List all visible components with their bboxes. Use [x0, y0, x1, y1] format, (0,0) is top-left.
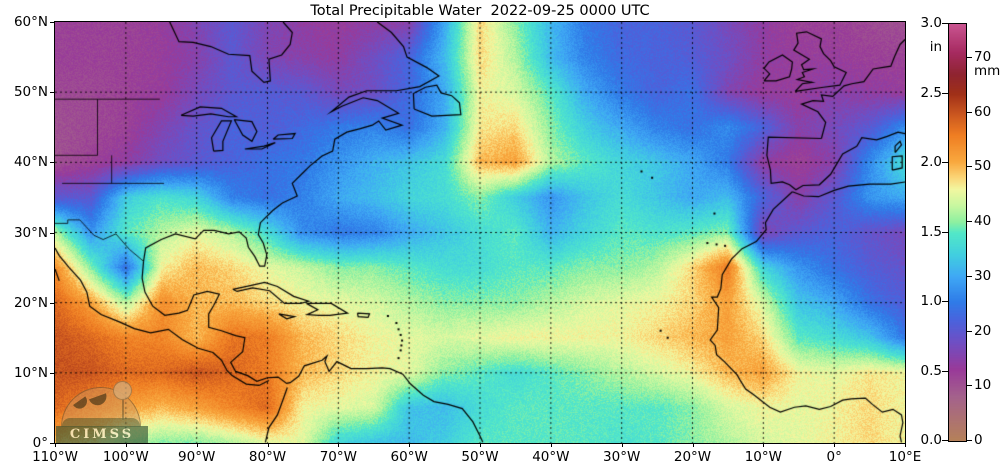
axis-tick	[50, 22, 54, 23]
axis-tick	[409, 443, 411, 447]
axis-tick	[621, 443, 623, 447]
axis-tick	[338, 443, 340, 447]
colorbar-mm-tick-label: 50	[974, 158, 992, 175]
colorbar-tick	[942, 231, 948, 233]
axis-tick	[905, 443, 906, 447]
satellite-dish-icon	[89, 393, 109, 408]
colorbar-inch-tick-label: 3.0	[920, 15, 942, 31]
colorbar-tick	[942, 301, 948, 302]
axis-tick	[125, 443, 127, 447]
colorbar-tick	[942, 370, 948, 372]
satellite-mast-icon	[122, 398, 124, 420]
axis-tick	[763, 443, 765, 447]
axis-tick	[50, 443, 54, 444]
axis-tick	[550, 443, 552, 447]
cimss-logo: CIMSS	[56, 381, 148, 443]
colorbar-tick	[966, 56, 972, 58]
lon-tick-label: 70°W	[319, 449, 357, 465]
satellite-dish-icon	[73, 396, 90, 412]
axis-tick	[50, 162, 54, 164]
colorbar-mm-tick-label: 60	[974, 103, 992, 120]
colorbar-tick	[966, 440, 972, 441]
colorbar-gradient	[948, 23, 967, 442]
lat-tick-label: 10°N	[13, 364, 48, 381]
colorbar-inch-tick-label: 1.5	[920, 223, 942, 240]
colorbar-tick	[942, 440, 948, 441]
axis-tick	[267, 443, 269, 447]
lon-tick-label: 100°W	[102, 449, 149, 465]
colorbar-mm-tick-label: 0	[974, 432, 983, 448]
axis-tick	[834, 443, 836, 447]
colorbar-tick	[942, 23, 948, 24]
colorbar-tick	[966, 166, 972, 168]
lon-tick-label: 30°W	[603, 449, 641, 465]
satellite-ball-icon	[113, 381, 132, 400]
lat-tick-label: 40°N	[13, 154, 48, 171]
colorbar-inch-tick-label: 2.5	[920, 84, 942, 101]
axis-tick	[50, 302, 54, 304]
lon-tick-label: 60°W	[390, 449, 428, 465]
axis-tick	[692, 443, 694, 447]
lon-tick-label: 50°W	[461, 449, 499, 465]
colorbar-inch-unit: in	[929, 39, 942, 55]
axis-tick	[196, 443, 198, 447]
colorbar-tick	[966, 330, 972, 332]
figure-title: Total Precipitable Water 2022-09-25 0000…	[310, 3, 650, 19]
cimss-logo-text: CIMSS	[69, 427, 135, 442]
lat-tick-label: 0°	[32, 435, 48, 451]
lat-tick-label: 60°N	[13, 14, 48, 30]
axis-tick	[480, 443, 481, 447]
axis-tick	[50, 92, 54, 94]
lat-tick-label: 20°N	[13, 294, 48, 311]
colorbar-inch-tick-label: 2.0	[920, 154, 942, 170]
lon-tick-label: 20°W	[673, 449, 712, 465]
axis-tick	[55, 443, 56, 447]
colorbar-mm-unit: mm	[974, 63, 1000, 79]
lon-tick-label: 110°W	[32, 449, 78, 465]
lat-tick-label: 30°N	[13, 224, 48, 241]
tpw-map-canvas	[54, 21, 906, 444]
colorbar-inch-tick-label: 0.0	[920, 432, 942, 448]
colorbar-inch-tick-label: 0.5	[920, 362, 942, 379]
colorbar-mm-tick-label: 70	[974, 48, 992, 65]
lon-tick-label: 90°W	[178, 449, 216, 465]
cimss-logo-band: CIMSS	[56, 426, 148, 443]
colorbar-tick	[966, 385, 972, 387]
colorbar-tick	[966, 275, 972, 277]
lon-tick-label: 10°W	[744, 449, 782, 465]
colorbar-mm-tick-label: 10	[974, 377, 992, 394]
lon-tick-label: 80°W	[248, 449, 287, 465]
colorbar-tick	[966, 221, 972, 223]
axis-tick	[50, 372, 54, 374]
colorbar-tick	[942, 162, 948, 163]
colorbar-tick	[966, 111, 972, 113]
colorbar-mm-tick-label: 30	[974, 267, 992, 284]
lat-tick-label: 50°N	[13, 84, 48, 101]
colorbar-tick	[942, 92, 948, 94]
colorbar-mm-tick-label: 40	[974, 213, 992, 230]
colorbar-mm-tick-label: 20	[974, 322, 992, 339]
lon-tick-label: 0°	[826, 449, 842, 465]
cimss-dome-icon	[61, 381, 141, 427]
colorbar-inch-tick-label: 1.0	[920, 293, 942, 309]
axis-tick	[50, 232, 54, 234]
logo-hill	[62, 418, 140, 427]
lon-tick-label: 10°E	[888, 449, 922, 465]
lon-tick-label: 40°W	[532, 449, 570, 465]
